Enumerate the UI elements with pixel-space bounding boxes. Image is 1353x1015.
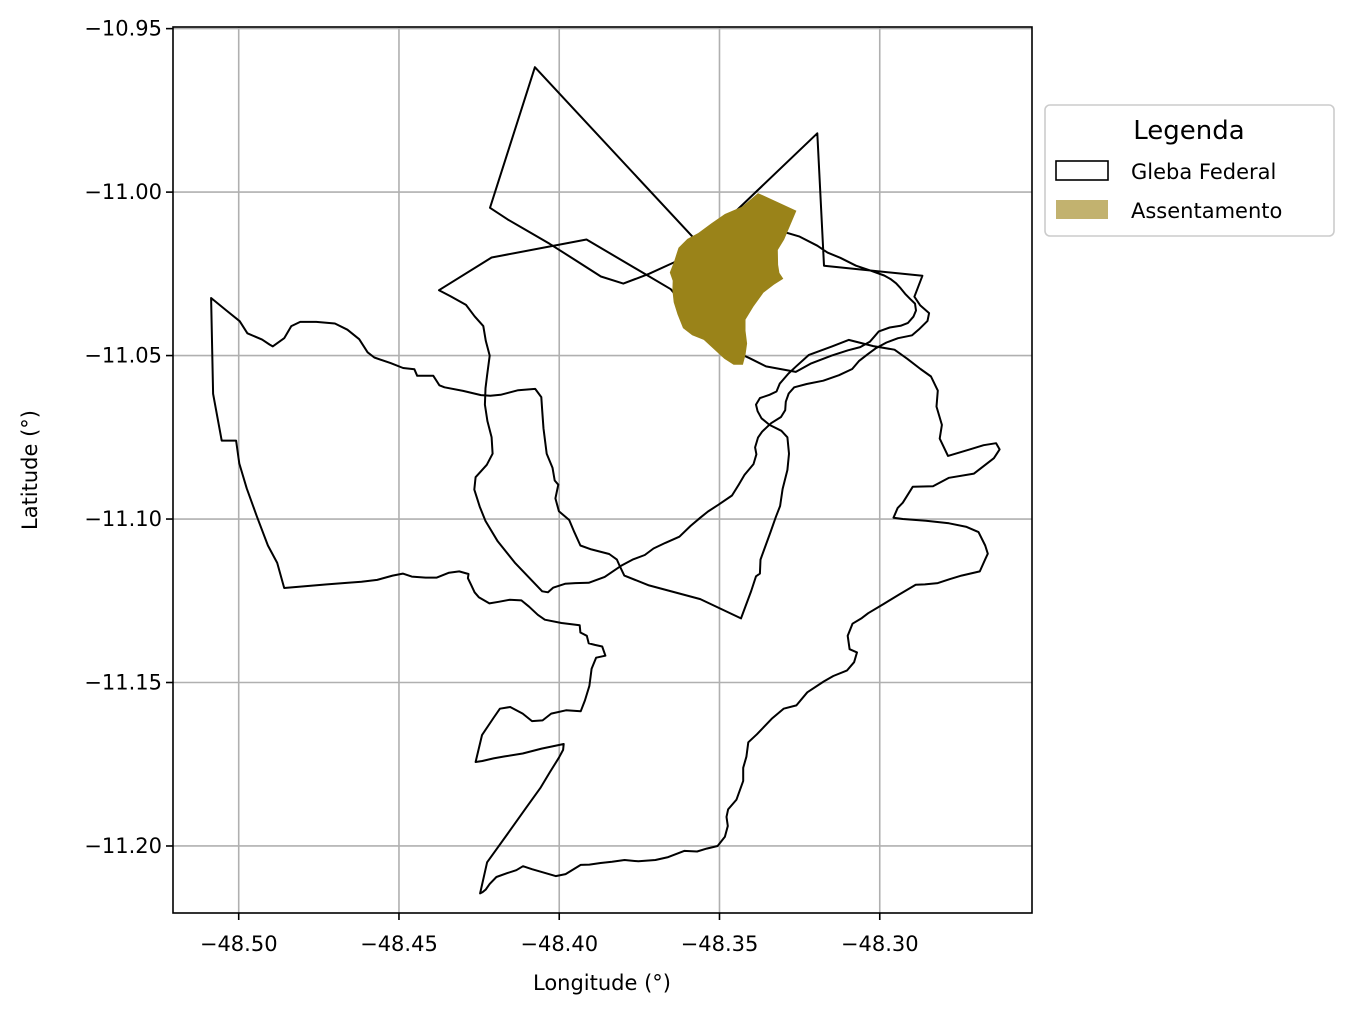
x-tick-label: −48.45 <box>360 932 438 956</box>
y-tick-label: −11.10 <box>84 507 162 531</box>
y-axis-label: Latitude (°) <box>18 410 42 530</box>
legend-swatch-assentamento <box>1056 200 1108 219</box>
y-tick-label: −11.05 <box>84 344 162 368</box>
legend-label-gleba-federal: Gleba Federal <box>1131 160 1276 184</box>
x-tick-label: −48.35 <box>681 932 759 956</box>
x-tick-label: −48.50 <box>200 932 278 956</box>
y-tick-label: −10.95 <box>84 17 162 41</box>
y-tick-label: −11.00 <box>84 180 162 204</box>
x-tick-label: −48.30 <box>841 932 919 956</box>
y-tick-label: −11.20 <box>84 834 162 858</box>
legend: Legenda Gleba Federal Assentamento <box>1045 105 1334 236</box>
x-axis-label: Longitude (°) <box>533 971 671 995</box>
y-tick-label: −11.15 <box>84 671 162 695</box>
x-tick-label: −48.40 <box>520 932 598 956</box>
legend-label-assentamento: Assentamento <box>1131 199 1282 223</box>
legend-title: Legenda <box>1133 116 1244 146</box>
